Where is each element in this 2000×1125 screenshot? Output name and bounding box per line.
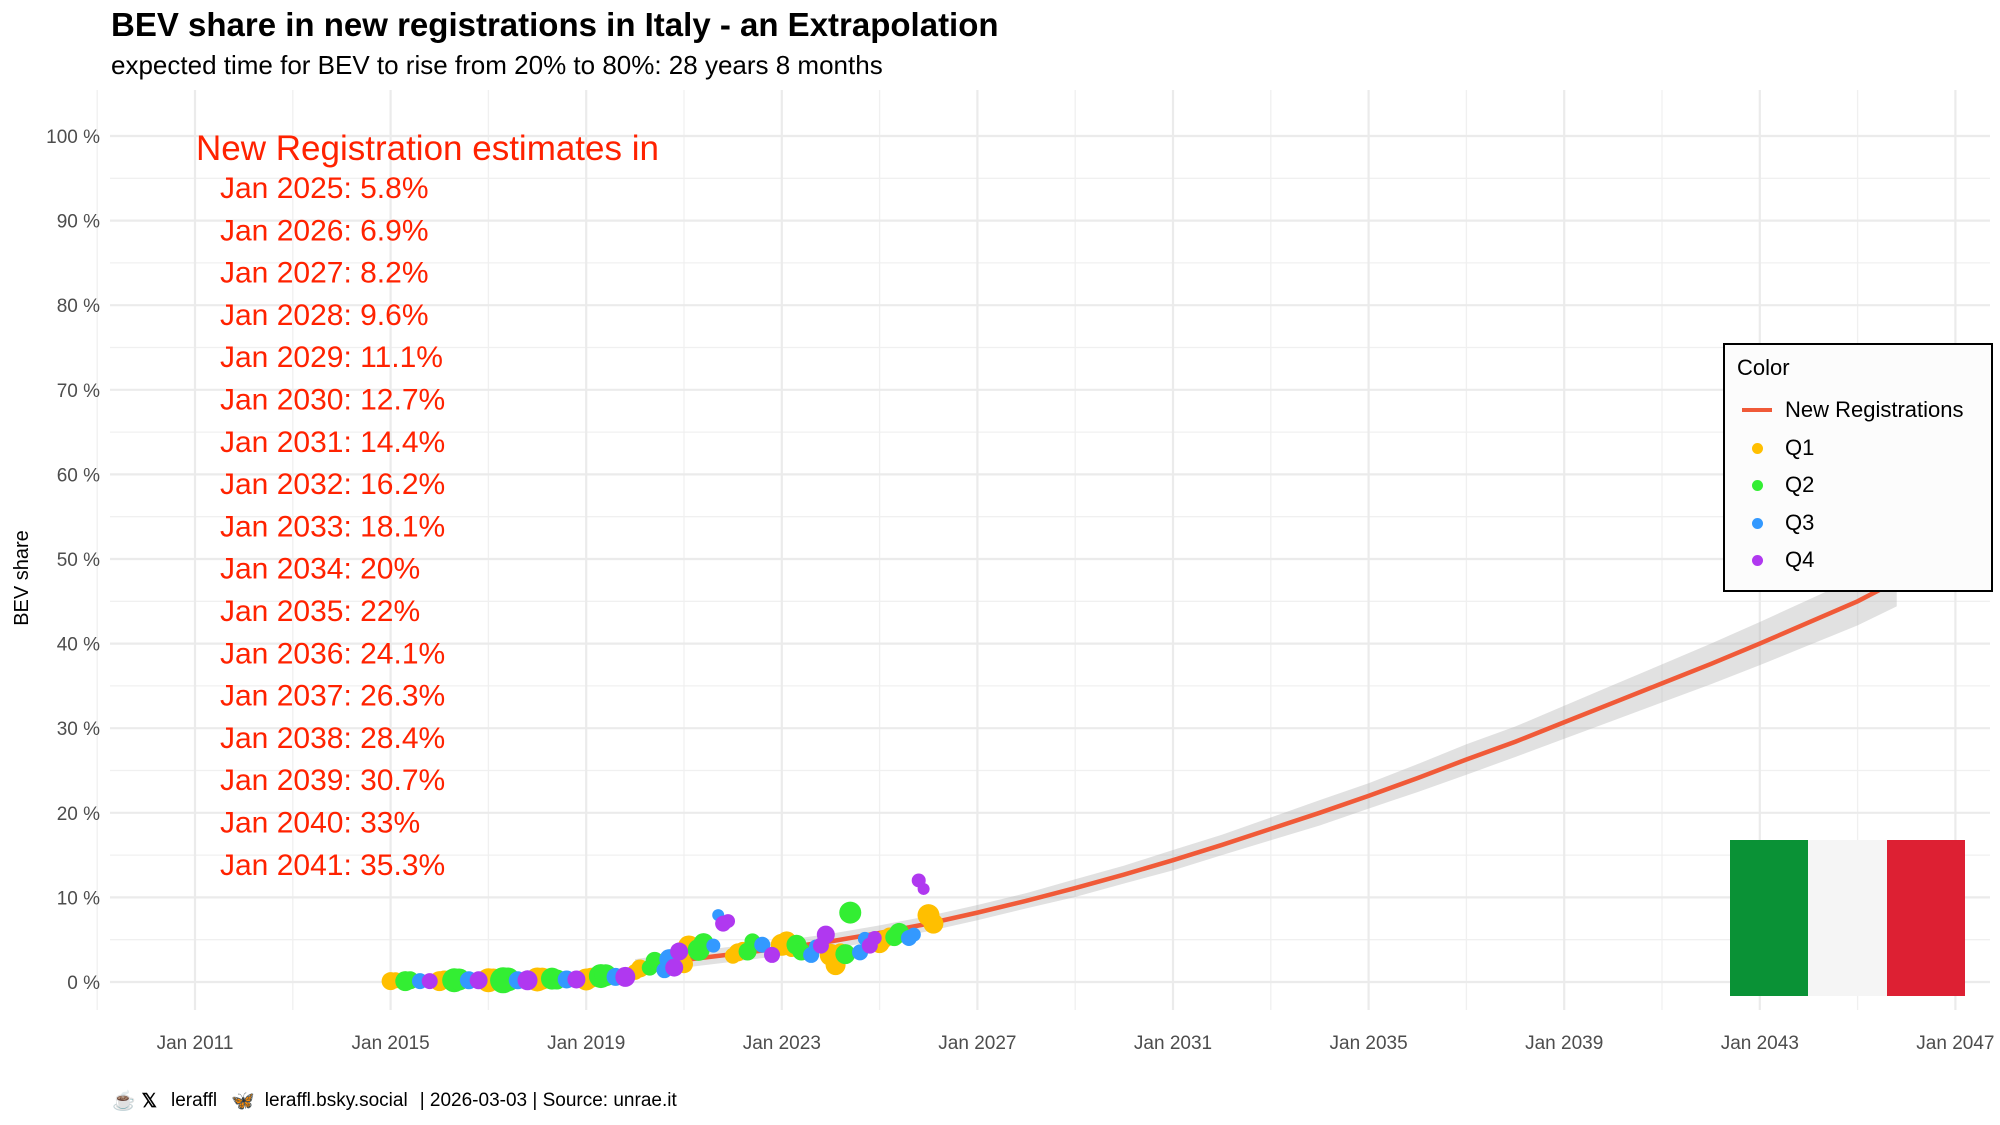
x-tick-label: Jan 2027: [938, 1033, 1016, 1054]
y-tick-label: 100 %: [46, 127, 100, 148]
bluesky-handle: leraffl.bsky.social: [264, 1090, 408, 1111]
x-axis-ticks: Jan 2011 Jan 2015 Jan 2019 Jan 2023 Jan 2027…: [157, 1033, 1995, 1054]
y-tick-label: 30 %: [57, 719, 100, 740]
chart-subtitle: expected time for BEV to rise from 20% t…: [111, 50, 883, 80]
legend-label: Q1: [1785, 435, 1815, 460]
y-tick-label: 10 %: [57, 888, 100, 909]
annotation-line: Jan 2038: 28.4%: [220, 722, 445, 755]
annotation-line: Jan 2036: 24.1%: [220, 637, 445, 670]
data-point-q4: [517, 970, 538, 991]
data-point-q4: [917, 882, 930, 895]
trend-confidence-band: [635, 555, 1897, 975]
data-point-q4: [421, 973, 438, 990]
legend-item-q4: Q4: [1737, 545, 1814, 575]
legend-item-q2: Q2: [1737, 470, 1814, 500]
annotation-line: Jan 2029: 11.1%: [220, 341, 443, 374]
data-point-q4: [816, 925, 835, 944]
caption: ☕ 𝕏 leraffl 🦋 leraffl.bsky.social | 2026…: [112, 1089, 677, 1113]
trend-line: [634, 578, 1898, 970]
legend-label: Q3: [1785, 510, 1815, 535]
legend-dot-swatch: [1751, 479, 1763, 491]
legend-item-q1: Q1: [1737, 433, 1814, 463]
y-tick-label: 20 %: [57, 804, 100, 825]
data-point-q4: [764, 946, 781, 963]
annotation-line: Jan 2032: 16.2%: [220, 468, 445, 501]
annotation-heading: New Registration estimates in: [196, 129, 659, 168]
y-axis-ticks: 0 % 10 % 20 % 30 % 40 % 50 % 60 % 70 % 80 % 90 % 1…: [46, 127, 100, 994]
data-point-q3: [706, 938, 721, 953]
data-point-q1: [923, 913, 944, 934]
annotation-line: Jan 2037: 26.3%: [220, 680, 445, 713]
y-tick-label: 80 %: [57, 296, 100, 317]
data-point-q3: [906, 927, 921, 942]
legend-label: Q4: [1785, 547, 1815, 572]
data-point-q4: [469, 971, 488, 990]
y-tick-label: 90 %: [57, 212, 100, 233]
estimates-annotation: New Registration estimates in Jan 2025: 5…: [196, 129, 659, 882]
legend: Color New Registrations Q1 Q2 Q3 Q4: [1723, 343, 1993, 592]
legend-label: Q2: [1785, 472, 1815, 497]
x-logo-icon: 𝕏: [141, 1090, 157, 1112]
data-point-q2: [839, 901, 862, 924]
y-tick-label: 40 %: [57, 635, 100, 656]
trend-line-path: [634, 578, 1898, 970]
data-point-q3: [754, 936, 771, 953]
y-tick-label: 50 %: [57, 550, 100, 571]
coffee-cup-icon: ☕: [112, 1091, 136, 1112]
annotation-line: Jan 2033: 18.1%: [220, 510, 445, 543]
flag-green-stripe: [1730, 840, 1809, 996]
data-point-q4: [665, 958, 684, 977]
annotation-line: Jan 2027: 8.2%: [220, 257, 429, 290]
italy-flag-icon: [1730, 840, 1965, 996]
annotation-line: Jan 2034: 20%: [220, 553, 420, 586]
x-tick-label: Jan 2043: [1721, 1033, 1799, 1054]
data-point-q4: [721, 914, 736, 929]
flag-white-stripe: [1808, 840, 1887, 996]
chart-title: BEV share in new registrations in Italy …: [111, 6, 999, 43]
x-tick-label: Jan 2023: [743, 1033, 821, 1054]
annotation-line: Jan 2031: 14.4%: [220, 426, 445, 459]
y-tick-label: 70 %: [57, 381, 100, 402]
data-point-q2: [835, 944, 856, 965]
x-tick-label: Jan 2047: [1916, 1033, 1994, 1054]
y-axis-label: BEV share: [11, 530, 33, 626]
confidence-band: [635, 555, 1897, 975]
legend-line-swatch: [1742, 408, 1772, 412]
annotation-line: Jan 2040: 33%: [220, 807, 420, 840]
annotation-line: Jan 2030: 12.7%: [220, 384, 445, 417]
x-tick-label: Jan 2035: [1330, 1033, 1408, 1054]
x-tick-label: Jan 2031: [1134, 1033, 1212, 1054]
x-handle: leraffl: [170, 1090, 218, 1111]
annotation-line: Jan 2026: 6.9%: [220, 214, 429, 247]
data-point-q4: [567, 970, 586, 989]
legend-label: New Registrations: [1785, 397, 1964, 422]
date-source: | 2026-03-03 | Source: unrae.it: [419, 1090, 677, 1111]
annotation-line: Jan 2035: 22%: [220, 595, 420, 628]
flag-red-stripe: [1886, 840, 1965, 996]
annotation-line: Jan 2028: 9.6%: [220, 299, 429, 332]
data-point-q4: [670, 942, 689, 961]
x-tick-label: Jan 2019: [547, 1033, 625, 1054]
legend-dot-swatch: [1751, 517, 1763, 529]
annotation-line: Jan 2041: 35.3%: [220, 849, 445, 882]
legend-dot-swatch: [1751, 442, 1763, 454]
legend-title: Color: [1737, 355, 1790, 380]
annotation-line: Jan 2025: 5.8%: [220, 172, 429, 205]
legend-item-new-registrations: New Registrations: [1737, 395, 1964, 425]
legend-item-q3: Q3: [1737, 508, 1814, 538]
legend-dot-swatch: [1751, 554, 1763, 566]
data-points: [381, 873, 944, 994]
butterfly-icon: 🦋: [231, 1091, 255, 1112]
y-tick-label: 0 %: [67, 973, 100, 994]
y-tick-label: 60 %: [57, 465, 100, 486]
x-tick-label: Jan 2039: [1525, 1033, 1603, 1054]
data-point-q4: [867, 931, 882, 946]
x-tick-label: Jan 2015: [352, 1033, 430, 1054]
annotation-line: Jan 2039: 30.7%: [220, 764, 445, 797]
x-tick-label: Jan 2011: [157, 1033, 234, 1054]
data-point-q4: [615, 966, 636, 987]
